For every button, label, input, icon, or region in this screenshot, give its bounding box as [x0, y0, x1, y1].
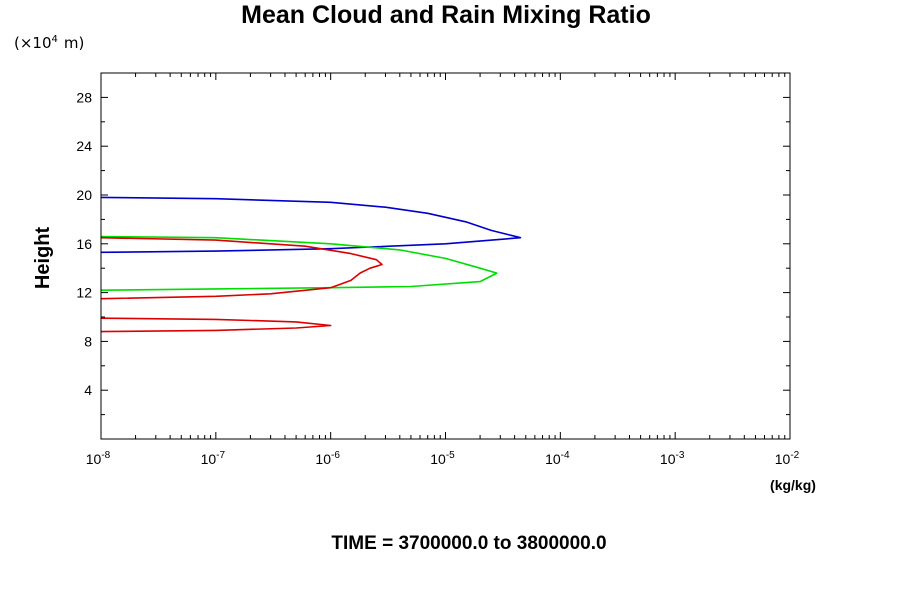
y-tick-label: 24 [76, 138, 92, 154]
x-tick-exponent: -7 [216, 450, 225, 461]
x-tick-exponent: -2 [790, 450, 799, 461]
x-unit-label: (kg/kg) [770, 477, 816, 493]
x-tick-base: 10 [545, 451, 561, 467]
series-line-4 [100, 317, 332, 333]
y-tick-label: 12 [76, 285, 92, 301]
x-tick-exponent: -6 [331, 450, 340, 461]
x-tick-label: 10-8 [86, 450, 111, 467]
y-scale-exponent: 4 [52, 34, 58, 45]
x-tick-label: 10-7 [201, 450, 226, 467]
y-tick-label: 20 [76, 187, 92, 203]
x-tick-exponent: -8 [101, 450, 110, 461]
x-tick-exponent: -4 [561, 450, 570, 461]
y-scale-label: (×104 m) [14, 34, 84, 52]
y-tick-label: 8 [84, 333, 92, 349]
y-tick-label: 4 [84, 382, 92, 398]
x-tick-base: 10 [315, 451, 331, 467]
axis-ticks [101, 73, 790, 439]
plot-frame [100, 72, 791, 440]
x-tick-label: 10-2 [775, 450, 800, 467]
chart-title: Mean Cloud and Rain Mixing Ratio [241, 1, 651, 29]
y-axis-label: Height [32, 227, 54, 290]
x-tick-base: 10 [86, 451, 102, 467]
x-tick-exponent: -3 [676, 450, 685, 461]
y-tick-label: 28 [76, 89, 92, 105]
time-range-label: TIME = 3700000.0 to 3800000.0 [331, 533, 606, 554]
x-tick-base: 10 [430, 451, 446, 467]
x-tick-base: 10 [660, 451, 676, 467]
x-tick-base: 10 [775, 451, 791, 467]
x-tick-label: 10-3 [660, 450, 685, 467]
x-tick-label: 10-5 [430, 450, 455, 467]
x-tick-label: 10-6 [315, 450, 340, 467]
y-scale-unit: m) [64, 34, 84, 52]
x-tick-labels: 10-8 10-7 10-6 10-5 10-4 10-3 10-2 [86, 450, 800, 467]
x-tick-exponent: -5 [446, 450, 455, 461]
series-line-2 [100, 235, 498, 291]
x-tick-base: 10 [201, 451, 217, 467]
y-tick-labels: 4 8 12 16 20 24 28 [76, 89, 92, 398]
y-scale-prefix: (×10 [14, 34, 52, 52]
data-series [100, 196, 522, 333]
x-tick-label: 10-4 [545, 450, 570, 467]
series-line-3 [100, 236, 383, 300]
series-line-1 [100, 196, 522, 254]
y-tick-label: 16 [76, 236, 92, 252]
